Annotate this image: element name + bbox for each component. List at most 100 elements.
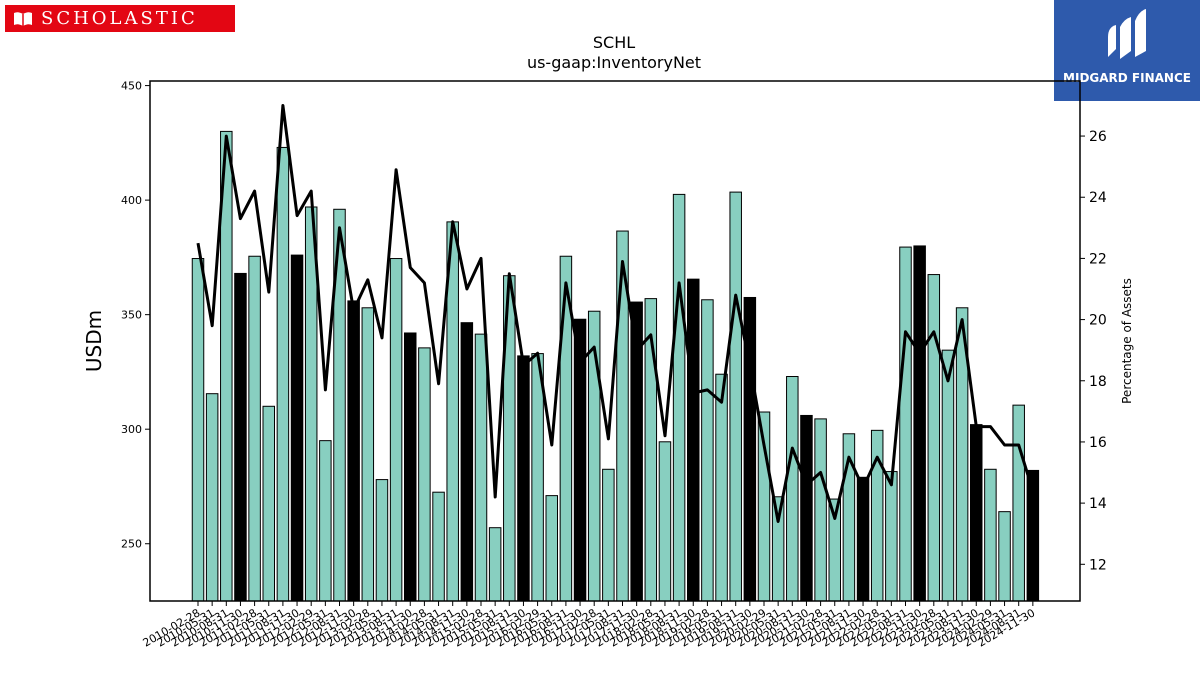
x-tick-label: 2020-05-31 — [721, 606, 783, 649]
x-tick-label: 2020-08-31 — [735, 606, 797, 649]
bar — [319, 440, 332, 602]
x-tick-label: 2024-02-29 — [933, 606, 995, 649]
y2-tick-label: 24 — [1089, 190, 1107, 206]
x-tick-label: 2023-05-31 — [891, 606, 953, 649]
bar — [870, 429, 884, 602]
bar — [503, 275, 516, 602]
bar — [389, 258, 403, 602]
x-tick-label: 2014-02-28 — [367, 606, 429, 649]
bar — [531, 353, 544, 602]
bar — [687, 278, 700, 602]
bar — [955, 307, 969, 602]
x-tick-label: 2013-08-31 — [339, 606, 401, 649]
bar — [220, 130, 233, 602]
x-tick-label: 2024-08-31 — [961, 606, 1023, 649]
bar — [191, 258, 205, 602]
bar — [205, 393, 219, 602]
bar — [248, 255, 261, 602]
x-tick-label: 2019-08-31 — [678, 606, 740, 649]
x-tick-label: 2019-05-31 — [664, 606, 726, 649]
bar — [290, 254, 304, 602]
x-tick-label: 2011-05-31 — [211, 606, 273, 649]
x-tick-label: 2022-11-30 — [862, 606, 924, 649]
x-tick-label: 2018-02-28 — [593, 606, 655, 649]
x-tick-label: 2011-02-28 — [197, 606, 259, 649]
bar — [743, 296, 757, 602]
right-axis: 12 14 16 18 20 22 24 26 — [1080, 129, 1107, 573]
y2-tick-label: 12 — [1089, 557, 1107, 573]
bar — [941, 349, 955, 602]
bar — [304, 206, 318, 602]
bar — [446, 221, 459, 602]
x-tick-label: 2019-02-28 — [650, 606, 712, 649]
bar — [1026, 469, 1040, 602]
y2-axis-label: Percentage of Assets — [1120, 278, 1134, 404]
bar — [474, 333, 488, 602]
bar — [545, 495, 558, 602]
bar — [432, 491, 445, 602]
bar — [418, 347, 431, 602]
x-tick-label: 2010-05-31 — [155, 606, 217, 649]
x-tick-label: 2024-05-31 — [947, 606, 1009, 649]
y2-tick-label: 26 — [1089, 129, 1107, 145]
bar — [276, 146, 290, 602]
book-icon — [14, 11, 32, 26]
x-tick-label: 2014-08-31 — [395, 606, 457, 649]
x-tick-label: 2013-05-31 — [325, 606, 387, 649]
bar — [658, 441, 672, 602]
bar — [333, 208, 346, 602]
midgard-finance-logo: MIDGARD FINANCE — [1054, 0, 1200, 101]
x-axis: 2010-02-282010-05-312010-08-312010-11-30… — [141, 601, 1037, 650]
bar — [757, 411, 771, 602]
x-tick-label: 2023-08-31 — [905, 606, 967, 649]
y-tick-label: 350 — [121, 309, 142, 322]
x-tick-label: 2016-11-30 — [523, 606, 585, 649]
bar — [1012, 404, 1025, 602]
y2-tick-label: 16 — [1089, 435, 1107, 451]
y-tick-label: 250 — [121, 538, 142, 551]
bar — [786, 376, 799, 602]
x-tick-label: 2015-02-28 — [424, 606, 486, 649]
x-tick-label: 2011-08-31 — [226, 606, 288, 649]
x-tick-label: 2014-05-31 — [381, 606, 443, 649]
chart-subtitle: us-gaap:InventoryNet — [527, 53, 701, 72]
bar — [771, 496, 785, 602]
chart-title: SCHL — [593, 33, 635, 52]
bar — [701, 299, 714, 602]
x-tick-label: 2018-05-31 — [608, 606, 670, 649]
x-tick-label: 2010-08-31 — [169, 606, 231, 649]
x-tick-label: 2012-08-31 — [282, 606, 344, 649]
x-tick-label: 2023-02-28 — [876, 606, 938, 649]
bar — [970, 424, 983, 602]
x-tick-label: 2013-02-28 — [310, 606, 372, 649]
bar — [672, 193, 686, 602]
x-tick-label: 2017-11-30 — [579, 606, 641, 649]
bar — [559, 255, 573, 602]
y2-tick-label: 20 — [1089, 313, 1107, 329]
bar — [347, 300, 360, 602]
y-tick-label: 400 — [121, 194, 142, 207]
bar — [885, 471, 898, 602]
bar — [899, 246, 912, 602]
x-tick-label: 2010-02-28 — [141, 606, 203, 649]
x-tick-label: 2012-11-30 — [296, 606, 358, 649]
left-axis: 250 300 350 400 450 — [121, 80, 150, 551]
bar — [842, 433, 856, 602]
scholastic-wordmark: SCHOLASTIC — [41, 8, 198, 29]
x-tick-label: 2016-05-31 — [494, 606, 556, 649]
bar — [913, 245, 926, 602]
x-tick-label: 2022-05-31 — [834, 606, 896, 649]
bars-layer — [191, 130, 1040, 602]
midgard-wordmark: MIDGARD FINANCE — [1063, 71, 1191, 85]
x-tick-label: 2021-08-31 — [792, 606, 854, 649]
x-tick-label: 2015-08-31 — [452, 606, 514, 649]
x-tick-label: 2010-11-30 — [183, 606, 245, 649]
x-tick-label: 2022-08-31 — [848, 606, 910, 649]
bar — [587, 310, 601, 602]
midgard-mark-icon — [1108, 9, 1146, 59]
bar — [998, 511, 1011, 602]
x-tick-label: 2018-08-31 — [622, 606, 684, 649]
bar — [234, 272, 247, 602]
x-tick-label: 2024-11-30 — [975, 606, 1037, 649]
